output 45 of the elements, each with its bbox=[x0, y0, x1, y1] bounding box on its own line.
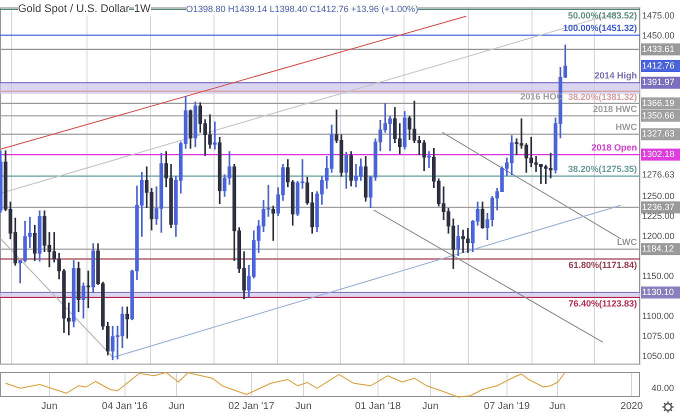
y-tick-label: 1327.63 bbox=[642, 128, 675, 139]
annotation: O1398.80 H1439.14 L1398.40 C1412.76 +13.96 (+1.00%) bbox=[186, 4, 418, 15]
y-tick-label: 1276.63 bbox=[642, 170, 675, 180]
ref-line-label: LWC bbox=[617, 237, 638, 248]
y-tick-label: 1075.00 bbox=[642, 331, 675, 342]
y-tick-label: 1433.61 bbox=[642, 44, 675, 54]
ref-line-label: 2014 High bbox=[594, 70, 637, 81]
y-tick-label: 1412.76 bbox=[642, 60, 675, 71]
ref-line-label: 38.20%(1275.35) bbox=[568, 164, 637, 174]
y-tick-label: 1150.00 bbox=[642, 270, 674, 281]
y-tick-label: 1302.18 bbox=[642, 149, 675, 160]
ref-line-label: HWC bbox=[616, 122, 638, 132]
x-tick-label: 2020 bbox=[620, 400, 644, 412]
x-tick-label: 01 Jan '18 bbox=[354, 400, 402, 412]
ref-line-label: 61.80%(1171.84) bbox=[568, 260, 637, 270]
x-tick-label: Jun bbox=[295, 400, 312, 412]
y-tick-label: 1475.00 bbox=[642, 10, 675, 21]
ref-line-label: 100.00%(1451.32) bbox=[562, 23, 637, 34]
ref-line-label: 2018 HWC bbox=[592, 104, 638, 114]
y-tick-label: 1100.00 bbox=[642, 311, 674, 322]
y-tick-label: 1050.00 bbox=[642, 351, 675, 362]
y-tick-label: 1350.66 bbox=[642, 110, 675, 120]
x-tick-label: Jun bbox=[422, 400, 438, 412]
ref-line-label: 38.20%(1381.32) bbox=[568, 92, 637, 102]
text: 40.00 bbox=[651, 383, 674, 393]
y-tick-label: 1225.00 bbox=[642, 210, 675, 221]
ref-line-label: 50.00%(1483.52) bbox=[568, 10, 637, 20]
y-tick-label: 1366.19 bbox=[642, 98, 675, 108]
y-tick-label: 1184.12 bbox=[642, 244, 674, 254]
chart-title: Gold Spot / U.S. Dollar bbox=[18, 3, 130, 16]
x-tick-label: 02 Jan '17 bbox=[228, 400, 275, 412]
y-tick-label: 1450.00 bbox=[642, 30, 675, 41]
x-tick-label: Jun bbox=[549, 400, 566, 412]
x-tick-label: 07 Jan '19 bbox=[484, 400, 530, 412]
ref-line-label: 76.40%(1123.83) bbox=[568, 298, 637, 308]
x-tick-label: Jun bbox=[168, 400, 185, 412]
y-tick-label: 1250.00 bbox=[642, 190, 675, 201]
y-tick-label: 1130.10 bbox=[642, 286, 674, 297]
chart-subtitle: 1W bbox=[134, 3, 150, 16]
y-tick-label: 1200.00 bbox=[642, 230, 675, 241]
x-tick-label: Jun bbox=[41, 400, 58, 412]
y-tick-label: 1391.97 bbox=[642, 77, 675, 88]
ref-line-label: 2018 Open bbox=[591, 142, 637, 153]
y-tick-label: 1236.37 bbox=[642, 202, 675, 212]
x-tick-label: 04 Jan '16 bbox=[102, 400, 148, 412]
